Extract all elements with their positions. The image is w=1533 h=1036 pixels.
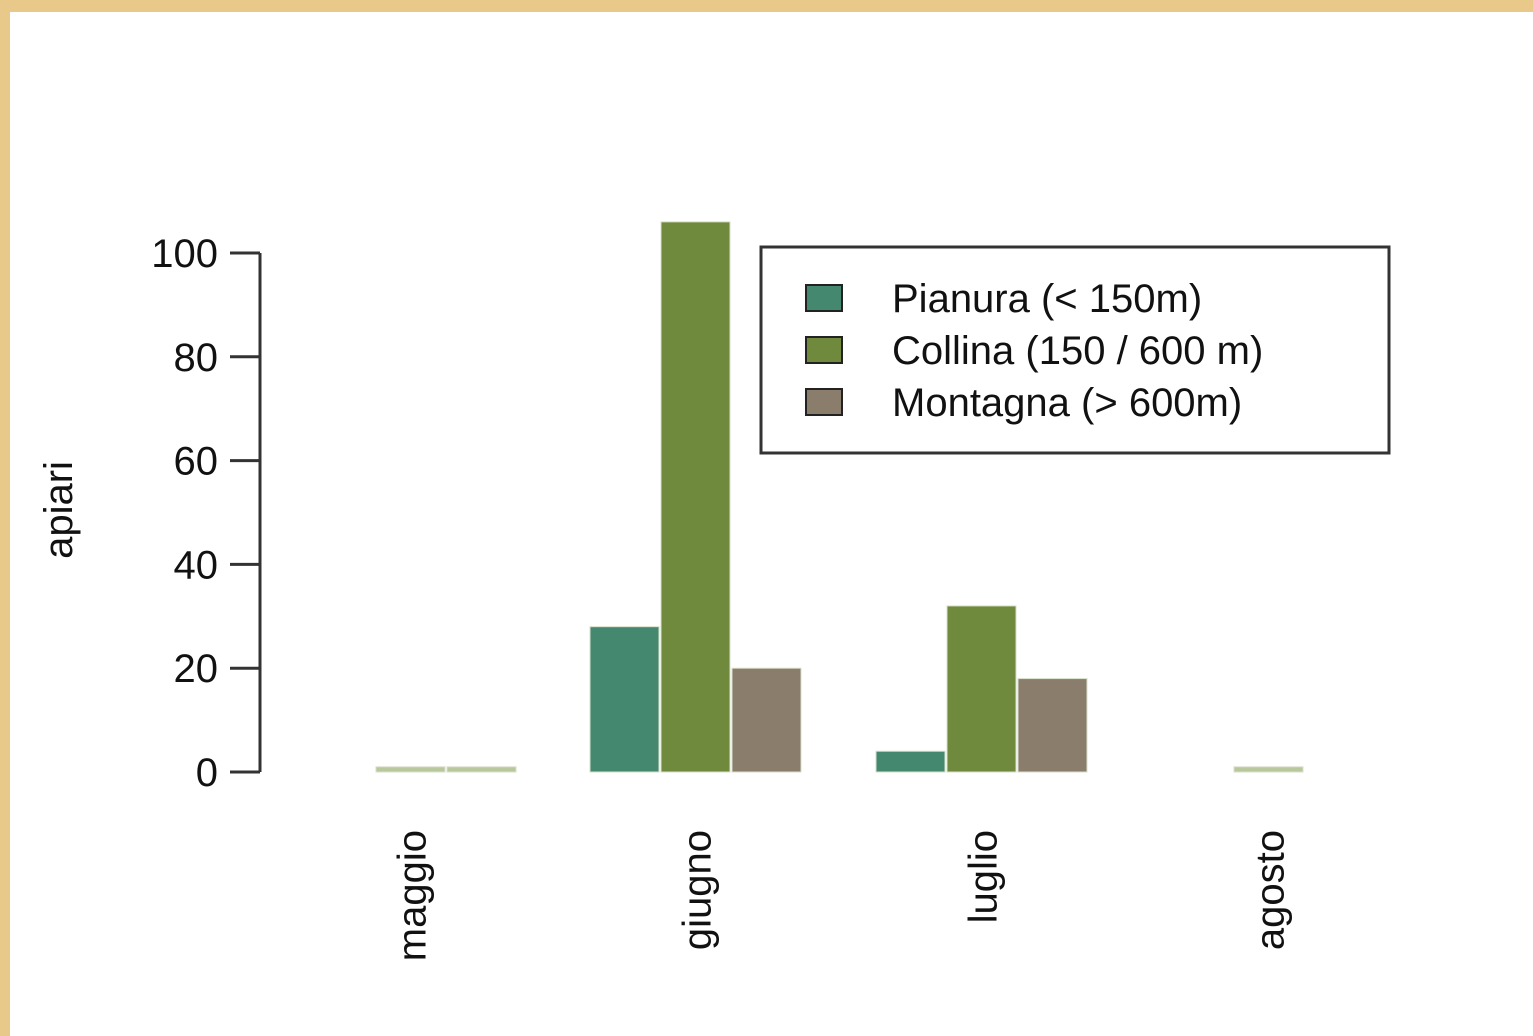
bar-maggio-series-2 <box>446 766 517 773</box>
x-tick-label-agosto: agosto <box>1249 830 1293 950</box>
y-tick-label-60: 60 <box>174 440 219 484</box>
plot-frame: 0 20 40 60 80 100 maggio giugno luglio agosto ap… <box>10 12 1533 1036</box>
bar-group-giugno <box>589 221 802 773</box>
bars <box>375 221 1304 773</box>
legend-label-1: Collina (150 / 600 m) <box>892 329 1263 373</box>
legend-box <box>759 245 1391 455</box>
bar-group-agosto <box>1233 766 1304 773</box>
legend-swatch-0 <box>805 284 843 312</box>
bar-agosto-series-1 <box>1233 766 1304 773</box>
y-tick-label-80: 80 <box>174 336 219 380</box>
x-tick-label-giugno: giugno <box>676 830 720 950</box>
y-axis-label: apiari <box>37 461 81 559</box>
y-tick-label-20: 20 <box>174 647 219 691</box>
bar-luglio-series-0 <box>875 750 946 773</box>
legend-swatch-1 <box>805 336 843 364</box>
bar-group-luglio <box>875 605 1088 773</box>
x-tick-label-luglio: luglio <box>962 830 1006 923</box>
y-tick-label-40: 40 <box>174 543 219 587</box>
bar-giugno-series-2 <box>731 667 802 773</box>
bar-giugno-series-0 <box>589 626 660 773</box>
y-tick-label-100: 100 <box>151 232 218 276</box>
bar-luglio-series-1 <box>946 605 1017 773</box>
bar-chart: 0 20 40 60 80 100 maggio giugno luglio agosto ap… <box>37 221 1391 961</box>
bar-luglio-series-2 <box>1017 678 1088 773</box>
legend-swatch-2 <box>805 388 843 416</box>
legend-label-2: Montagna (> 600m) <box>892 381 1242 425</box>
bar-giugno-series-1 <box>660 221 731 773</box>
x-tick-label-maggio: maggio <box>391 830 435 961</box>
legend-label-0: Pianura (< 150m) <box>892 277 1202 321</box>
bar-maggio-series-1 <box>375 766 446 773</box>
legend: Pianura (< 150m) Collina (150 / 600 m) Mon… <box>759 245 1391 455</box>
x-axis-labels: maggio giugno luglio agosto <box>391 830 1293 961</box>
bar-group-maggio <box>375 766 517 773</box>
y-tick-label-0: 0 <box>196 751 218 795</box>
y-axis: 0 20 40 60 80 100 <box>151 232 262 795</box>
